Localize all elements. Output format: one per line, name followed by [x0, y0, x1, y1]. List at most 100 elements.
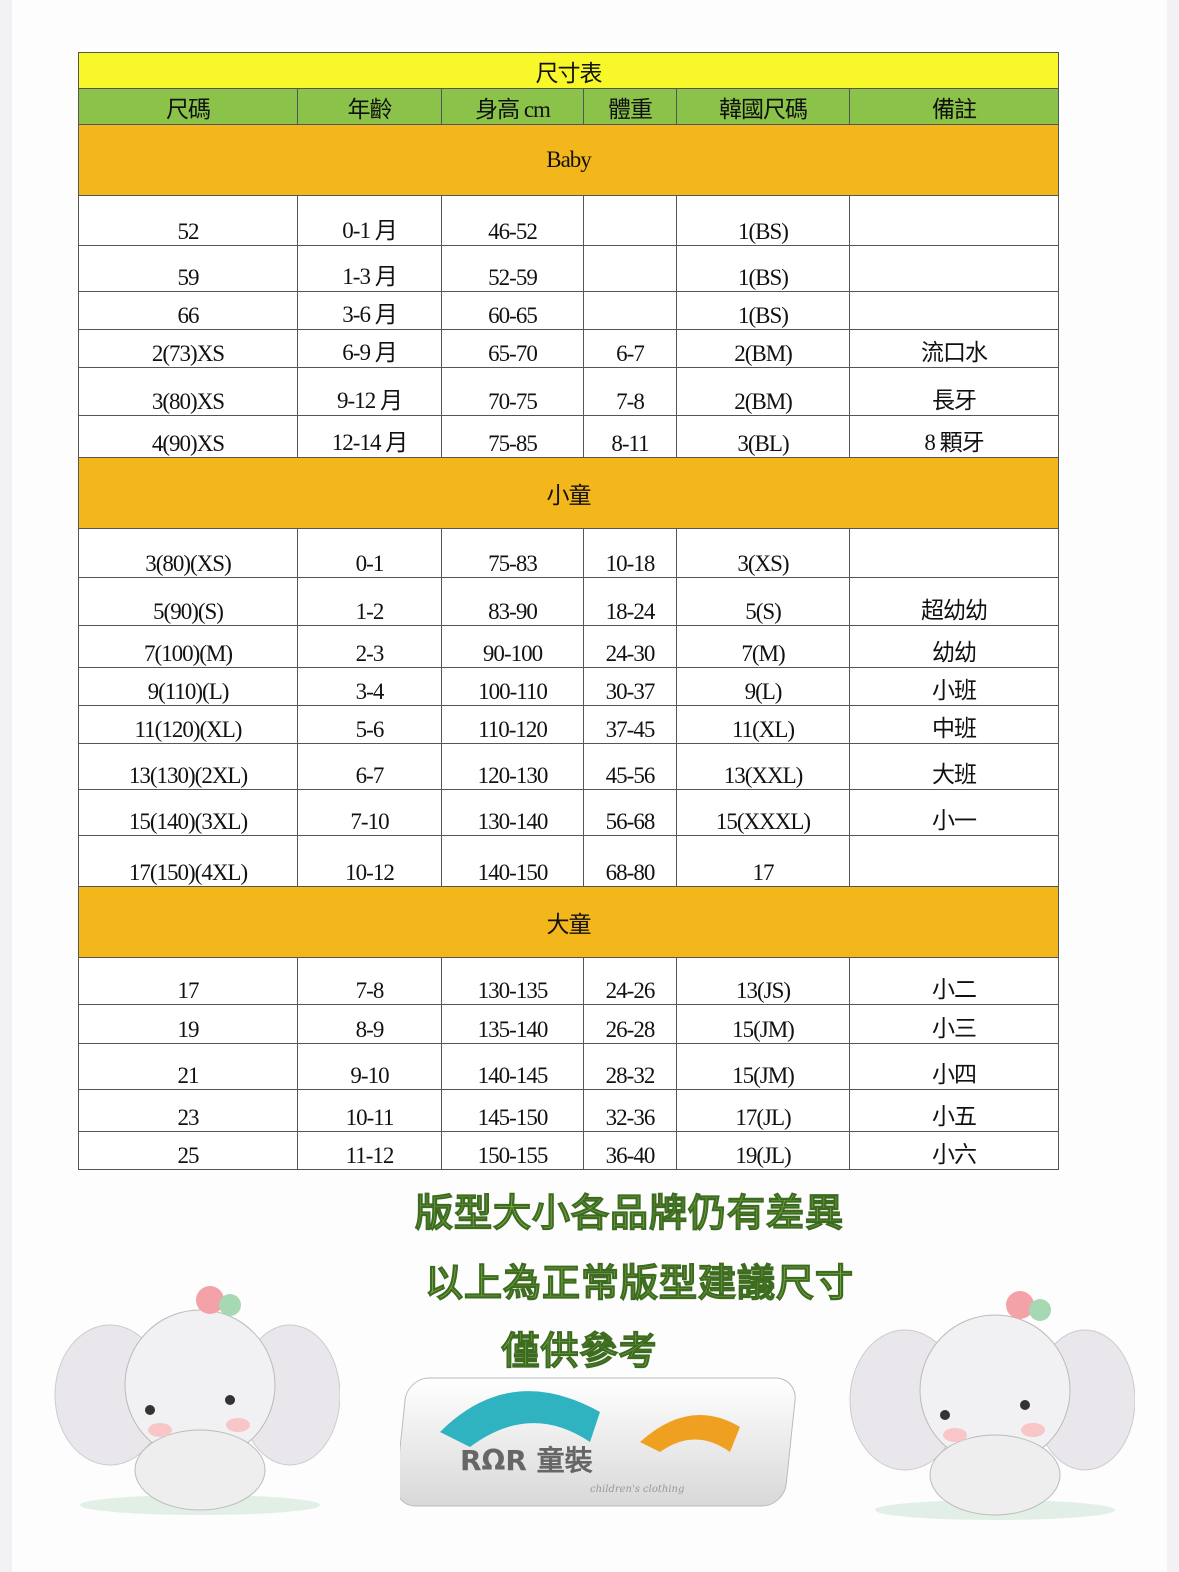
table-cell	[583, 245, 677, 292]
table-cell: 140-150	[441, 835, 584, 887]
table-row: 13(130)(2XL) 6-7 120-130 45-56 13(XXL) 大班	[78, 743, 1060, 790]
table-cell: 5(S)	[676, 577, 850, 626]
table-cell: 30-37	[583, 667, 677, 706]
table-cell: 9(L)	[676, 667, 850, 706]
logo-text: RΩR 童裝	[460, 1444, 594, 1477]
table-row: 66 3-6 月 60-65 1(BS)	[78, 291, 1060, 330]
table-cell: 3-4	[297, 667, 442, 706]
table-cell: 66	[78, 291, 298, 330]
table-cell: 0-1 月	[297, 195, 442, 246]
table-cell: 17	[676, 835, 850, 887]
section-title: Baby	[77, 124, 1060, 196]
table-cell: 145-150	[441, 1089, 584, 1132]
column-header: 體重	[583, 88, 677, 125]
table-cell: 52	[78, 195, 298, 246]
table-cell: 長牙	[848, 367, 1060, 416]
table-cell: 9-12 月	[297, 367, 442, 416]
table-cell: 9-10	[297, 1043, 442, 1090]
table-cell	[583, 195, 677, 246]
table-cell: 11(120)(XL)	[78, 705, 298, 744]
table-row: 17 7-8 130-135 24-26 13(JS) 小二	[78, 957, 1060, 1005]
table-cell: 150-155	[441, 1131, 584, 1170]
table-cell: 流口水	[848, 329, 1060, 368]
table-cell: 100-110	[441, 667, 584, 706]
table-cell: 28-32	[583, 1043, 677, 1090]
section-row: 小童	[77, 457, 1060, 529]
table-cell: 中班	[848, 705, 1060, 744]
column-header: 年齡	[297, 88, 442, 125]
table-cell: 11-12	[297, 1131, 442, 1170]
table-title: 尺寸表	[77, 52, 1060, 89]
table-cell	[848, 835, 1060, 887]
table-cell: 4(90)XS	[78, 415, 298, 458]
table-cell: 3(80)(XS)	[78, 528, 298, 578]
table-cell: 59	[78, 245, 298, 292]
size-chart-table: 尺寸表 尺碼 年齡 身高 cm 體重 韓國尺碼 備註 Baby 52 0-1 月 46-52 1(BS…	[77, 52, 1060, 1170]
table-cell: 140-145	[441, 1043, 584, 1090]
table-cell: 7-10	[297, 789, 442, 836]
section-row: 大童	[77, 886, 1060, 958]
section-row: Baby	[77, 124, 1060, 196]
table-row: 59 1-3 月 52-59 1(BS)	[78, 245, 1060, 292]
table-cell: 130-140	[441, 789, 584, 836]
table-cell: 1-2	[297, 577, 442, 626]
table-cell: 135-140	[441, 1004, 584, 1044]
header-row: 尺碼 年齡 身高 cm 體重 韓國尺碼 備註	[78, 88, 1060, 125]
table-row: 4(90)XS 12-14 月 75-85 8-11 3(BL) 8 顆牙	[78, 415, 1060, 458]
table-cell: 6-9 月	[297, 329, 442, 368]
table-cell: 36-40	[583, 1131, 677, 1170]
table-cell	[848, 291, 1060, 330]
table-row: 3(80)XS 9-12 月 70-75 7-8 2(BM) 長牙	[78, 367, 1060, 416]
table-cell: 2(73)XS	[78, 329, 298, 368]
table-cell: 32-36	[583, 1089, 677, 1132]
column-header: 尺碼	[78, 88, 298, 125]
section-title: 大童	[77, 886, 1060, 958]
table-cell: 5-6	[297, 705, 442, 744]
table-cell: 小一	[848, 789, 1060, 836]
table-cell: 1(BS)	[676, 291, 850, 330]
table-cell: 21	[78, 1043, 298, 1090]
table-cell: 75-83	[441, 528, 584, 578]
table-cell	[848, 195, 1060, 246]
table-cell: 10-12	[297, 835, 442, 887]
table-cell: 24-26	[583, 957, 677, 1005]
table-cell: 60-65	[441, 291, 584, 330]
table-cell: 小二	[848, 957, 1060, 1005]
table-row: 17(150)(4XL) 10-12 140-150 68-80 17	[78, 835, 1060, 887]
table-cell: 10-11	[297, 1089, 442, 1132]
table-row: 5(90)(S) 1-2 83-90 18-24 5(S) 超幼幼	[78, 577, 1060, 626]
column-header: 備註	[848, 88, 1060, 125]
table-cell: 小班	[848, 667, 1060, 706]
table-cell: 小四	[848, 1043, 1060, 1090]
table-cell: 6-7	[583, 329, 677, 368]
table-cell: 8-11	[583, 415, 677, 458]
table-cell: 110-120	[441, 705, 584, 744]
table-cell: 45-56	[583, 743, 677, 790]
table-cell: 15(XXXL)	[676, 789, 850, 836]
table-cell: 17(150)(4XL)	[78, 835, 298, 887]
note-line-1: 版型大小各品牌仍有差異	[414, 1191, 844, 1236]
table-cell: 56-68	[583, 789, 677, 836]
table-cell: 小六	[848, 1131, 1060, 1170]
table-cell	[848, 528, 1060, 578]
table-row: 25 11-12 150-155 36-40 19(JL) 小六	[78, 1131, 1060, 1170]
table-row: 9(110)(L) 3-4 100-110 30-37 9(L) 小班	[78, 667, 1060, 706]
table-row: 19 8-9 135-140 26-28 15(JM) 小三	[78, 1004, 1060, 1044]
table-cell: 90-100	[441, 625, 584, 668]
elephant-illustration-left	[54, 1286, 340, 1515]
table-cell	[848, 245, 1060, 292]
table-cell: 12-14 月	[297, 415, 442, 458]
table-row: 52 0-1 月 46-52 1(BS)	[78, 195, 1060, 246]
table-row: 11(120)(XL) 5-6 110-120 37-45 11(XL) 中班	[78, 705, 1060, 744]
table-cell: 9(110)(L)	[78, 667, 298, 706]
table-cell: 幼幼	[848, 625, 1060, 668]
table-cell: 17	[78, 957, 298, 1005]
table-cell: 11(XL)	[676, 705, 850, 744]
table-cell: 24-30	[583, 625, 677, 668]
note-line-3: 僅供參考	[501, 1329, 658, 1374]
table-cell: 23	[78, 1089, 298, 1132]
table-cell: 5(90)(S)	[78, 577, 298, 626]
table-cell: 19(JL)	[676, 1131, 850, 1170]
table-cell: 15(140)(3XL)	[78, 789, 298, 836]
elephant-illustration-right	[849, 1291, 1135, 1520]
